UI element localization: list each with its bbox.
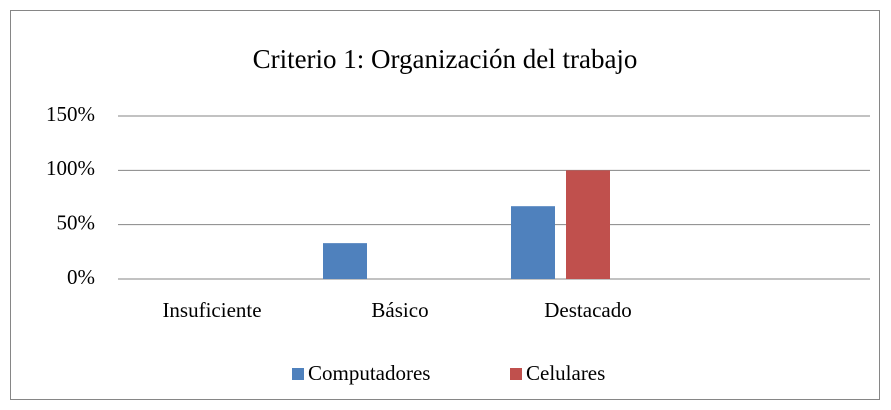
bar: [511, 206, 555, 279]
y-tick-label: 0%: [67, 265, 95, 289]
legend-label: Celulares: [526, 361, 605, 385]
chart-title: Criterio 1: Organización del trabajo: [253, 44, 638, 74]
x-tick-label: Destacado: [544, 298, 631, 322]
chart-frame: [10, 10, 880, 400]
bar: [566, 170, 610, 279]
legend-swatch: [510, 368, 522, 380]
x-tick-label: Básico: [371, 298, 428, 322]
y-tick-label: 100%: [46, 156, 95, 180]
y-tick-label: 150%: [46, 102, 95, 126]
bar: [323, 243, 367, 279]
legend-label: Computadores: [308, 361, 430, 385]
legend-swatch: [292, 368, 304, 380]
y-tick-label: 50%: [57, 210, 96, 234]
x-tick-label: Insuficiente: [162, 298, 261, 322]
